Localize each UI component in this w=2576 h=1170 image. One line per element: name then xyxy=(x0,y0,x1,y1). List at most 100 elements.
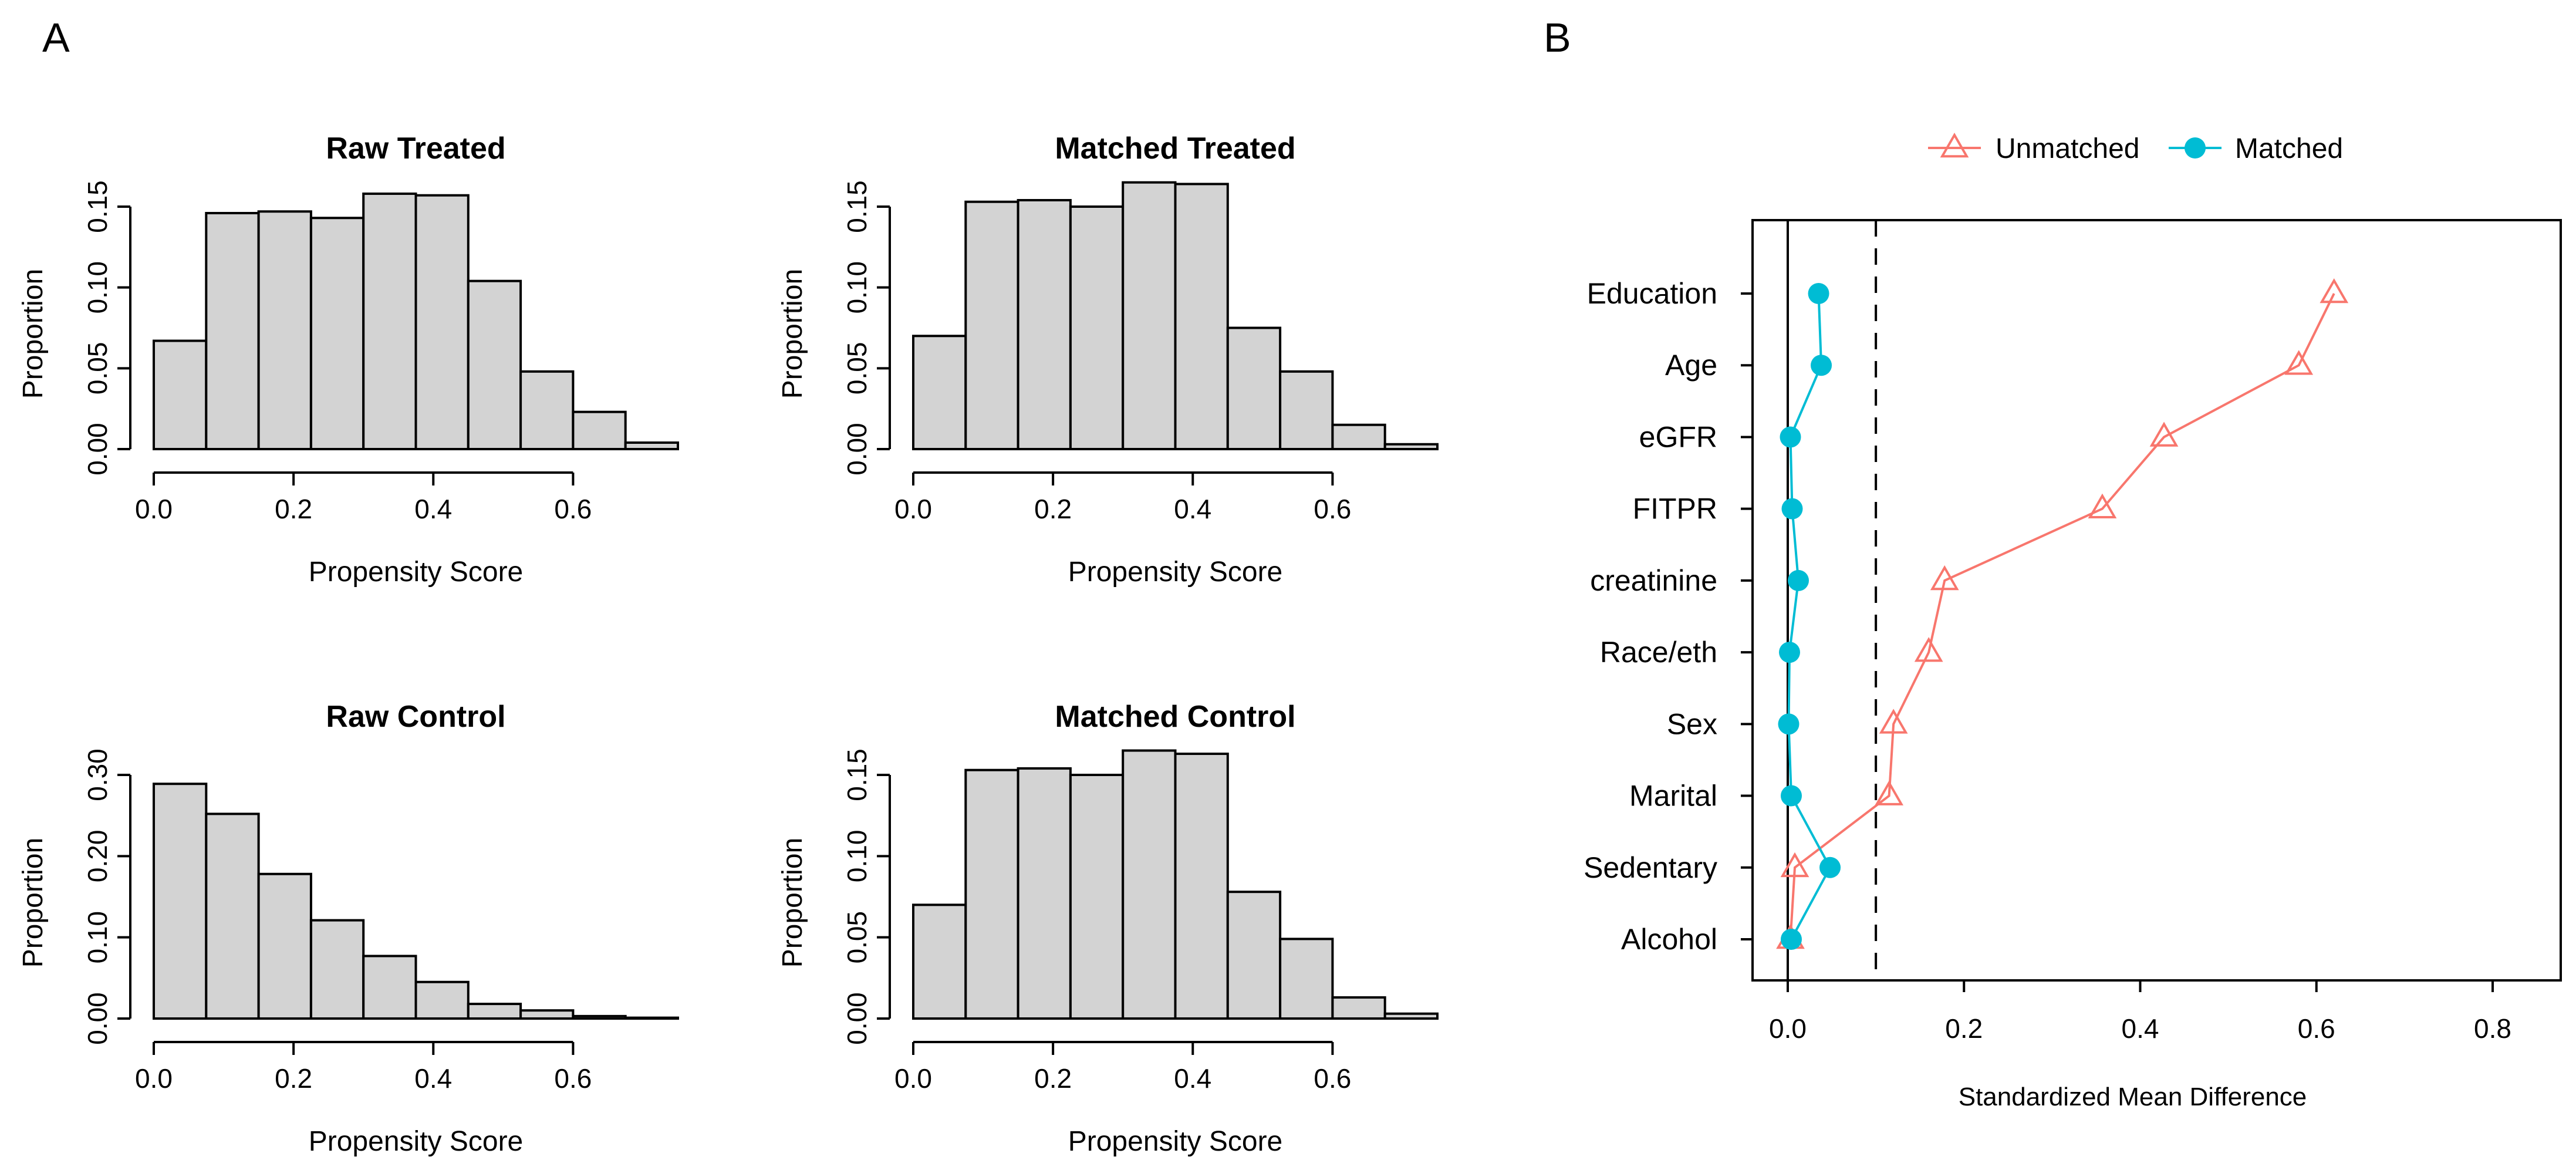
histogram-bar xyxy=(362,192,417,450)
histogram-bar xyxy=(572,410,627,451)
histogram-raw-treated: Raw Treated Propensity Score Proportion … xyxy=(18,132,679,588)
hist-title: Matched Treated xyxy=(1055,132,1295,166)
matched-point xyxy=(1819,857,1841,878)
series-line-unmatched xyxy=(1789,293,2335,940)
histogram-matched-treated: Matched Treated Propensity Score Proport… xyxy=(777,132,1439,588)
matched-point xyxy=(1779,642,1801,663)
unmatched-point xyxy=(1879,709,1908,734)
covariate-label: Education xyxy=(1587,277,1717,310)
x-tick-label: 0.2 xyxy=(1034,1063,1072,1094)
histogram-bar xyxy=(153,339,208,450)
hist-xlabel: Propensity Score xyxy=(309,1126,524,1157)
matched-point xyxy=(1811,355,1832,376)
legend-label-matched: Matched xyxy=(2235,133,2343,164)
histogram-bar xyxy=(519,370,575,451)
hist-ylabel: Proportion xyxy=(18,838,49,967)
smd-plot: Standardized Mean Difference Unmatched M… xyxy=(1584,132,2562,1111)
histogram-bar xyxy=(912,903,967,1020)
matched-point xyxy=(1781,498,1803,520)
legend-marker-unmatched xyxy=(1940,132,1969,158)
x-tick-label: 0.4 xyxy=(414,494,452,524)
x-tick-label: 0.0 xyxy=(135,494,173,524)
covariate-label: Race/eth xyxy=(1600,636,1717,669)
hist-xlabel: Propensity Score xyxy=(1068,1126,1283,1157)
unmatched-point xyxy=(1875,780,1904,805)
y-tick-label: 0.15 xyxy=(842,180,872,233)
matched-point xyxy=(1788,569,1809,591)
hist-ylabel: Proportion xyxy=(777,838,808,967)
y-tick-label: 0.05 xyxy=(842,342,872,395)
x-tick-label: 0.6 xyxy=(554,494,592,524)
histogram-bar xyxy=(624,441,679,451)
x-tick-label: 0.0 xyxy=(1769,1013,1807,1044)
y-tick-label: 0.20 xyxy=(82,830,113,883)
y-tick-label: 0.00 xyxy=(82,992,113,1045)
x-tick-label: 0.0 xyxy=(894,1063,932,1094)
histogram-bar xyxy=(414,980,470,1020)
hist-xlabel: Propensity Score xyxy=(1068,557,1283,588)
histogram-bar xyxy=(1069,205,1125,450)
x-tick-label: 0.6 xyxy=(2298,1013,2335,1044)
matched-point xyxy=(1781,785,1802,807)
histogram-bar xyxy=(1174,183,1229,450)
y-tick-label: 0.15 xyxy=(82,180,113,233)
covariate-label: Sedentary xyxy=(1584,851,1717,884)
histogram-bar xyxy=(1331,423,1386,451)
plot-frame xyxy=(1751,219,2562,982)
histogram-bar xyxy=(1226,326,1282,450)
covariate-label: Alcohol xyxy=(1621,923,1717,956)
hist-title: Matched Control xyxy=(1055,700,1295,734)
histogram-bar xyxy=(205,212,260,450)
histogram-raw-control: Raw Control Propensity Score Proportion … xyxy=(18,700,679,1157)
hist-xlabel: Propensity Score xyxy=(309,557,524,588)
covariate-label: Sex xyxy=(1667,707,1717,740)
y-tick-label: 0.00 xyxy=(82,423,113,476)
smd-xlabel: Standardized Mean Difference xyxy=(1959,1083,2307,1111)
unmatched-point xyxy=(2149,422,2179,447)
matched-point xyxy=(1780,426,1801,448)
histogram-bar xyxy=(467,279,522,450)
covariate-label: FITPR xyxy=(1633,493,1717,525)
unmatched-point xyxy=(2088,493,2117,518)
histogram-bar xyxy=(1383,443,1439,450)
histogram-matched-control: Matched Control Propensity Score Proport… xyxy=(777,700,1439,1157)
histogram-bar xyxy=(414,194,470,450)
covariate-label: Age xyxy=(1665,349,1717,382)
y-tick-label: 0.10 xyxy=(842,830,872,883)
covariate-label: creatinine xyxy=(1590,564,1717,597)
y-tick-label: 0.00 xyxy=(842,992,872,1045)
unmatched-point xyxy=(2320,278,2349,304)
x-tick-label: 0.0 xyxy=(135,1063,173,1094)
y-tick-label: 0.10 xyxy=(82,261,113,314)
histogram-bar xyxy=(257,210,312,450)
matched-point xyxy=(1781,929,1802,950)
panel-letter-b: B xyxy=(1544,15,1571,60)
histogram-bar xyxy=(1122,749,1177,1020)
x-tick-label: 0.6 xyxy=(554,1063,592,1094)
covariate-label: eGFR xyxy=(1639,420,1717,453)
hist-title: Raw Control xyxy=(326,700,505,734)
histogram-bar xyxy=(257,872,312,1020)
y-tick-label: 0.00 xyxy=(842,423,872,476)
hist-ylabel: Proportion xyxy=(18,269,49,399)
legend-marker-matched xyxy=(2185,137,2206,159)
histogram-bar xyxy=(1279,370,1334,451)
histogram-bar xyxy=(1122,181,1177,450)
x-tick-label: 0.4 xyxy=(2122,1013,2159,1044)
unmatched-point xyxy=(1780,852,1809,878)
x-tick-label: 0.2 xyxy=(275,1063,312,1094)
histogram-bar xyxy=(519,1009,575,1020)
x-tick-label: 0.4 xyxy=(414,1063,452,1094)
x-tick-label: 0.4 xyxy=(1174,494,1211,524)
x-tick-label: 0.8 xyxy=(2474,1013,2511,1044)
x-tick-label: 0.2 xyxy=(1034,494,1072,524)
histogram-bar xyxy=(1174,753,1229,1020)
histogram-bar xyxy=(572,1014,627,1020)
histogram-bar xyxy=(1383,1012,1439,1020)
histogram-bar xyxy=(1226,891,1282,1020)
histogram-bar xyxy=(1279,938,1334,1020)
unmatched-point xyxy=(1930,565,1959,591)
panel-letter-a: A xyxy=(42,15,70,60)
y-tick-label: 0.15 xyxy=(842,748,872,801)
